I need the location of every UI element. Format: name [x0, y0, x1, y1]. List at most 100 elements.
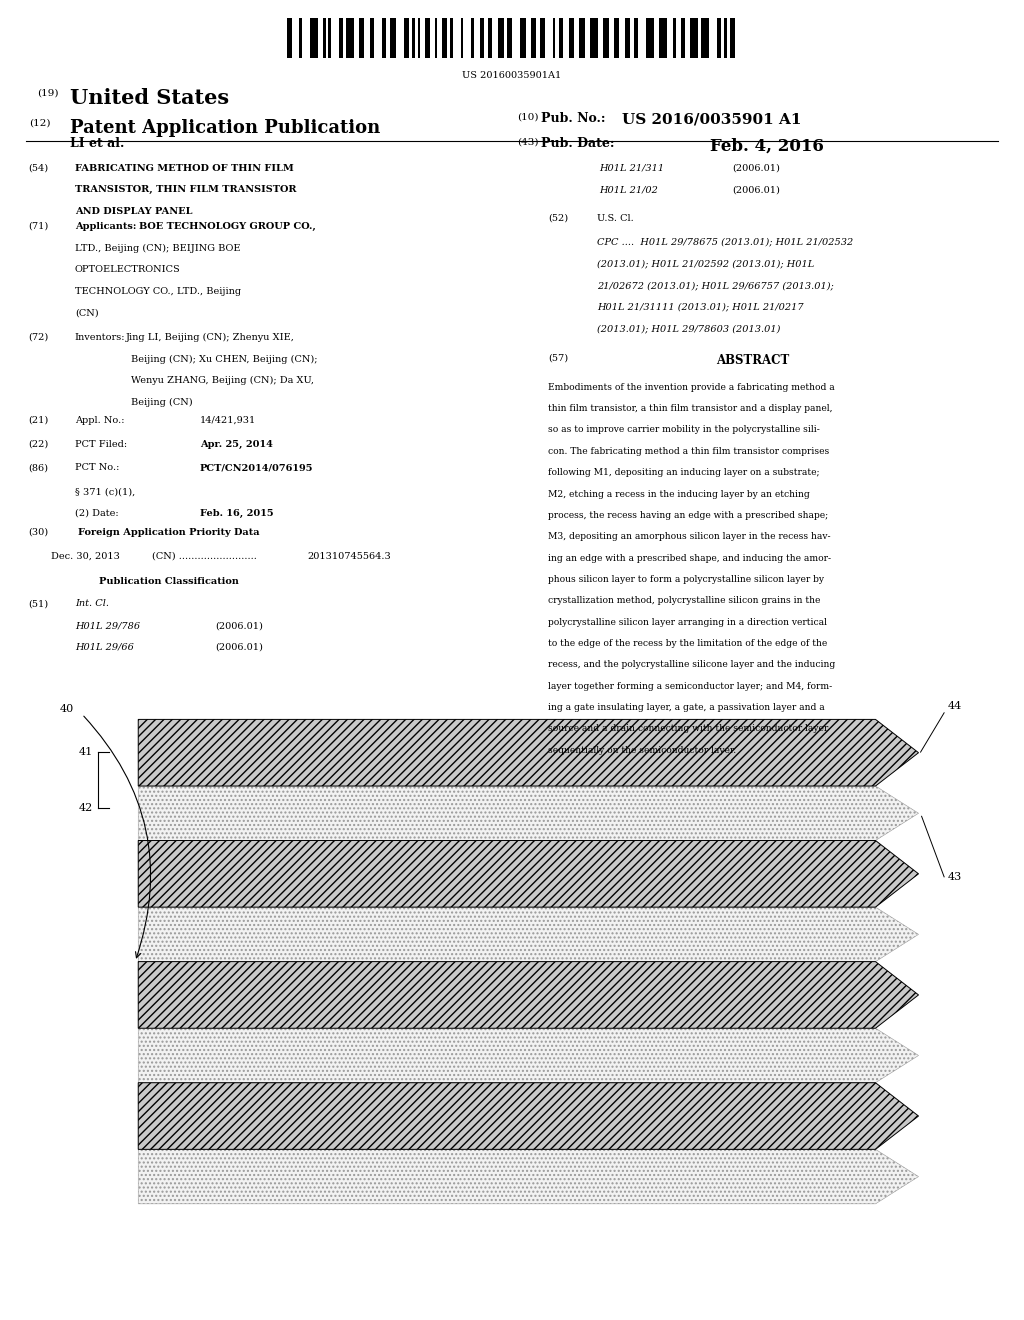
Text: US 2016/0035901 A1: US 2016/0035901 A1 [622, 112, 801, 127]
Text: layer together forming a semiconductor layer; and M4, form-: layer together forming a semiconductor l… [548, 681, 833, 690]
Text: Embodiments of the invention provide a fabricating method a: Embodiments of the invention provide a f… [548, 383, 835, 392]
Bar [590, 18, 598, 58]
Bar [541, 18, 545, 58]
Text: PCT/CN2014/076195: PCT/CN2014/076195 [200, 463, 313, 473]
Text: (30): (30) [29, 528, 49, 537]
Text: Dec. 30, 2013: Dec. 30, 2013 [51, 552, 120, 561]
Bar [390, 18, 396, 58]
Text: 42: 42 [79, 803, 93, 813]
Text: Int. Cl.: Int. Cl. [75, 599, 109, 609]
Bar [359, 18, 365, 58]
Text: ing an edge with a prescribed shape, and inducing the amor-: ing an edge with a prescribed shape, and… [548, 553, 830, 562]
Bar [659, 18, 667, 58]
Text: U.S. Cl.: U.S. Cl. [597, 214, 634, 223]
Text: 201310745564.3: 201310745564.3 [307, 552, 391, 561]
Text: con. The fabricating method a thin film transistor comprises: con. The fabricating method a thin film … [548, 447, 829, 455]
Text: Appl. No.:: Appl. No.: [75, 416, 124, 425]
Text: 21/02672 (2013.01); H01L 29/66757 (2013.01);: 21/02672 (2013.01); H01L 29/66757 (2013.… [597, 281, 834, 290]
Bar [613, 18, 620, 58]
Text: 43: 43 [947, 871, 962, 882]
Text: LI et al.: LI et al. [70, 137, 124, 150]
Text: Patent Application Publication: Patent Application Publication [70, 119, 380, 137]
Text: TECHNOLOGY CO., LTD., Beijing: TECHNOLOGY CO., LTD., Beijing [75, 288, 241, 296]
Bar [324, 18, 326, 58]
Text: LTD., Beijing (CN); BEIJING BOE: LTD., Beijing (CN); BEIJING BOE [75, 243, 241, 252]
Bar [625, 18, 630, 58]
Text: M3, depositing an amorphous silicon layer in the recess hav-: M3, depositing an amorphous silicon laye… [548, 532, 830, 541]
Text: (2006.01): (2006.01) [732, 164, 780, 173]
Bar [479, 18, 484, 58]
Text: (43): (43) [517, 137, 539, 147]
Text: M2, etching a recess in the inducing layer by an etching: M2, etching a recess in the inducing lay… [548, 490, 810, 499]
Bar [487, 18, 493, 58]
Bar [730, 18, 735, 58]
Text: CPC ....  H01L 29/78675 (2013.01); H01L 21/02532: CPC .... H01L 29/78675 (2013.01); H01L 2… [597, 238, 853, 247]
Text: Wenyu ZHANG, Beijing (CN); Da XU,: Wenyu ZHANG, Beijing (CN); Da XU, [131, 376, 314, 385]
Text: process, the recess having an edge with a prescribed shape;: process, the recess having an edge with … [548, 511, 828, 520]
Text: (2006.01): (2006.01) [215, 620, 263, 630]
Bar [461, 18, 463, 58]
Text: (21): (21) [29, 416, 49, 425]
Text: (2006.01): (2006.01) [215, 643, 263, 652]
Bar [451, 18, 453, 58]
Text: source and a drain connecting with the semiconductor layer: source and a drain connecting with the s… [548, 725, 828, 734]
Text: OPTOELECTRONICS: OPTOELECTRONICS [75, 265, 180, 275]
Bar [635, 18, 638, 58]
Text: polycrystalline silicon layer arranging in a direction vertical: polycrystalline silicon layer arranging … [548, 618, 826, 627]
Bar [520, 18, 526, 58]
Bar [507, 18, 512, 58]
Bar [287, 18, 292, 58]
Text: 14/421,931: 14/421,931 [200, 416, 256, 425]
Bar [603, 18, 609, 58]
Text: 44: 44 [947, 701, 962, 711]
Text: so as to improve carrier mobility in the polycrystalline sili-: so as to improve carrier mobility in the… [548, 425, 820, 434]
Text: § 371 (c)(1),: § 371 (c)(1), [75, 487, 135, 496]
Text: (CN): (CN) [75, 309, 98, 318]
Text: (12): (12) [29, 119, 50, 128]
Text: (54): (54) [29, 164, 49, 173]
Bar [418, 18, 420, 58]
Text: Jing LI, Beijing (CN); Zhenyu XIE,: Jing LI, Beijing (CN); Zhenyu XIE, [126, 333, 295, 342]
Polygon shape [138, 719, 919, 785]
Text: following M1, depositing an inducing layer on a substrate;: following M1, depositing an inducing lay… [548, 469, 819, 477]
Bar [718, 18, 721, 58]
Bar [681, 18, 685, 58]
Bar [724, 18, 727, 58]
Bar [559, 18, 563, 58]
Bar [569, 18, 573, 58]
Text: Apr. 25, 2014: Apr. 25, 2014 [200, 440, 272, 449]
Bar [553, 18, 555, 58]
Text: ing a gate insulating layer, a gate, a passivation layer and a: ing a gate insulating layer, a gate, a p… [548, 704, 824, 711]
Text: TRANSISTOR, THIN FILM TRANSISTOR: TRANSISTOR, THIN FILM TRANSISTOR [75, 186, 296, 194]
Bar [645, 18, 653, 58]
Bar [346, 18, 353, 58]
Text: (57): (57) [548, 354, 568, 363]
Text: Publication Classification: Publication Classification [99, 577, 239, 586]
Text: (72): (72) [29, 333, 49, 342]
Text: FABRICATING METHOD OF THIN FILM: FABRICATING METHOD OF THIN FILM [75, 164, 294, 173]
Text: ABSTRACT: ABSTRACT [716, 354, 790, 367]
Bar [339, 18, 343, 58]
Text: PCT Filed:: PCT Filed: [75, 440, 127, 449]
Text: Pub. No.:: Pub. No.: [541, 112, 605, 125]
Text: (2006.01): (2006.01) [732, 186, 780, 194]
Text: (51): (51) [29, 599, 49, 609]
Text: H01L 29/66: H01L 29/66 [75, 643, 133, 652]
Text: Feb. 16, 2015: Feb. 16, 2015 [200, 508, 273, 517]
Bar [701, 18, 710, 58]
Text: BOE TECHNOLOGY GROUP CO.,: BOE TECHNOLOGY GROUP CO., [139, 222, 316, 231]
Polygon shape [138, 785, 919, 841]
Text: Beijing (CN): Beijing (CN) [131, 399, 193, 407]
Text: (86): (86) [29, 463, 49, 473]
Bar [426, 18, 430, 58]
Bar [530, 18, 536, 58]
Text: 41: 41 [79, 747, 93, 758]
Text: Feb. 4, 2016: Feb. 4, 2016 [710, 137, 823, 154]
Text: H01L 21/311: H01L 21/311 [599, 164, 665, 173]
Polygon shape [138, 1028, 919, 1082]
Text: 40: 40 [59, 704, 74, 714]
Text: H01L 21/02: H01L 21/02 [599, 186, 657, 194]
Bar [498, 18, 504, 58]
Text: crystallization method, polycrystalline silicon grains in the: crystallization method, polycrystalline … [548, 597, 820, 606]
Bar [403, 18, 409, 58]
